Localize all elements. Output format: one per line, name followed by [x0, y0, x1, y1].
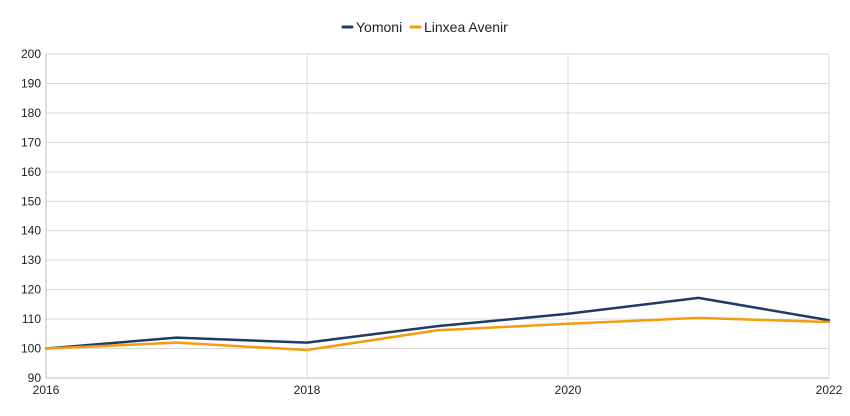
y-tick-label-130: 130 [21, 253, 41, 267]
x-tick-label-2022: 2022 [816, 383, 843, 397]
y-tick-label-100: 100 [21, 342, 41, 356]
y-tick-label-140: 140 [21, 224, 41, 238]
y-tick-label-110: 110 [22, 312, 41, 326]
x-tick-label-2020: 2020 [555, 383, 582, 397]
y-tick-label-190: 190 [21, 76, 41, 90]
series-line-linxea-avenir[interactable] [44, 316, 831, 352]
legend: Yomoni Linxea Avenir [341, 19, 508, 35]
x-tick-label-2016: 2016 [33, 383, 60, 397]
series-lines [44, 296, 831, 352]
y-tick-label-200: 200 [21, 47, 41, 61]
y-tick-label-170: 170 [21, 135, 41, 149]
y-tick-label-150: 150 [21, 194, 41, 208]
grid [46, 53, 830, 378]
legend-label-linxea-avenir[interactable]: Linxea Avenir [424, 19, 508, 35]
series-line-yomoni[interactable] [44, 296, 831, 350]
x-tick-label-2018: 2018 [294, 383, 321, 397]
y-tick-label-160: 160 [21, 165, 41, 179]
y-tick-label-180: 180 [21, 106, 41, 120]
tick-labels: 90 100 110 120 130 140 150 160 170 180 190 200 2016 2… [21, 47, 843, 397]
y-tick-label-120: 120 [21, 283, 41, 297]
legend-label-yomoni[interactable]: Yomoni [356, 19, 402, 35]
axes [45, 54, 829, 379]
y-tick-label-90: 90 [28, 371, 42, 385]
